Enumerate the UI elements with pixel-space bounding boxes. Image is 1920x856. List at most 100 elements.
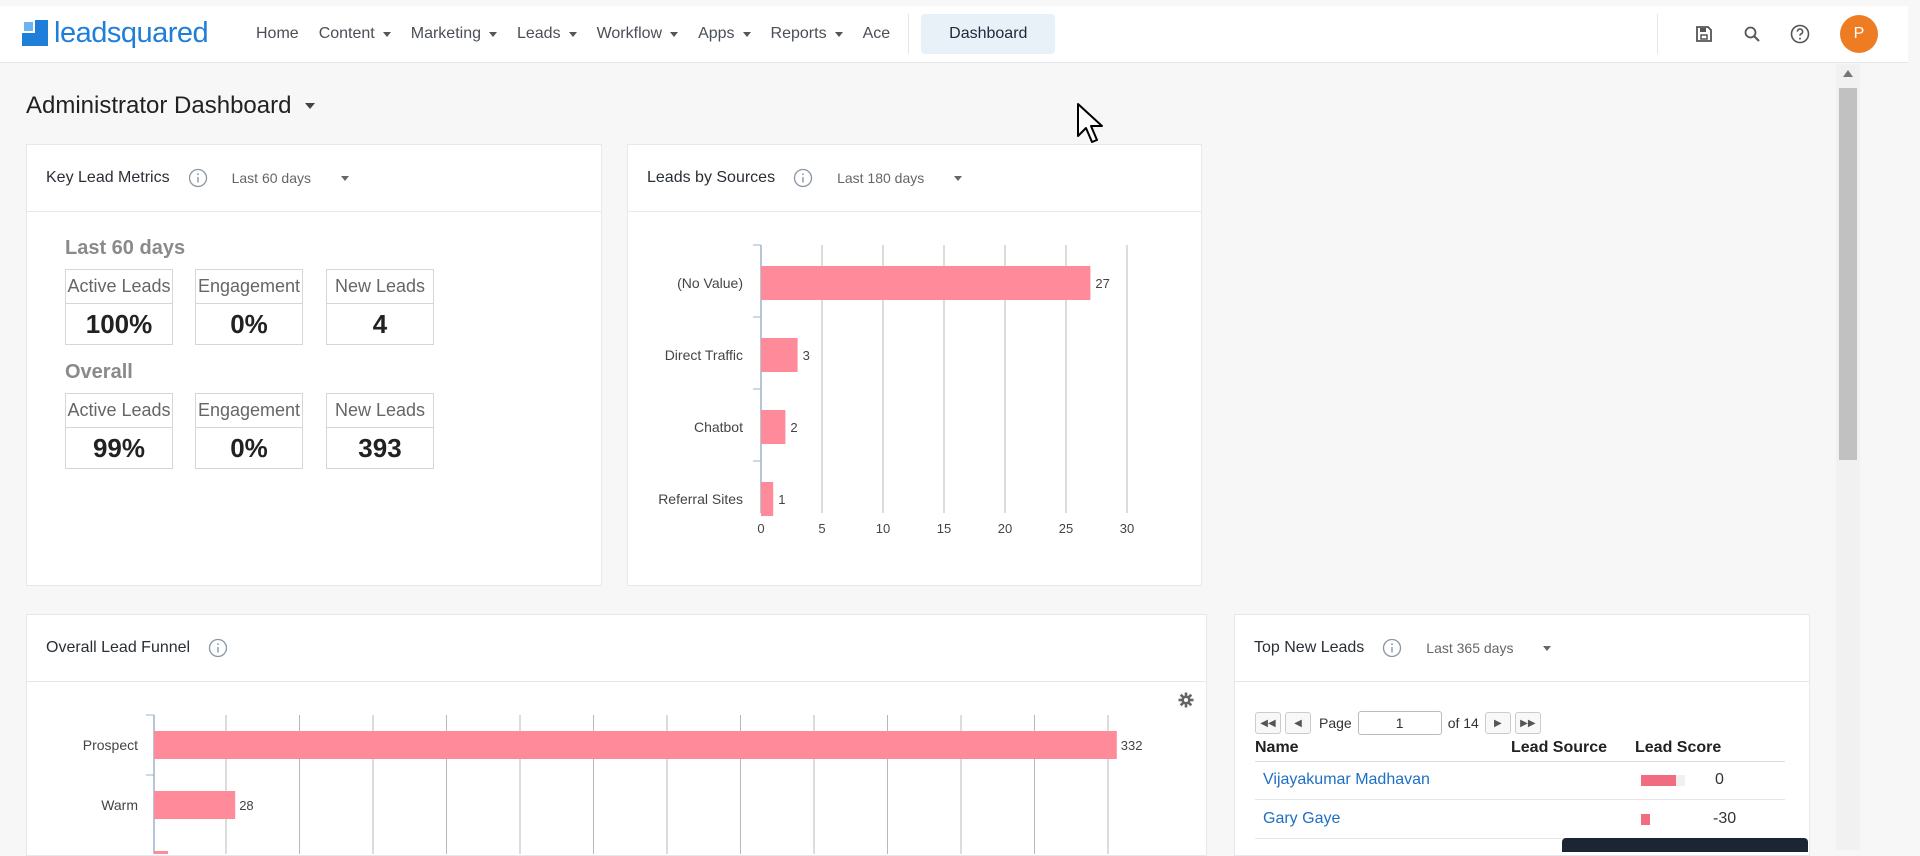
caret-down-icon (834, 31, 843, 37)
lead-name-link[interactable]: Gary Gaye (1263, 810, 1341, 827)
nav-home-label: Home (256, 25, 299, 42)
metric-section-heading: Overall (65, 361, 133, 383)
data-label: 27 (1095, 276, 1109, 291)
bar (761, 266, 1091, 300)
nav-leads[interactable]: Leads (517, 25, 577, 43)
search-icon[interactable] (1742, 24, 1762, 44)
bar (761, 482, 774, 516)
column-header-lead-score[interactable]: Lead Score (1635, 739, 1722, 756)
data-label: 332 (1121, 738, 1143, 753)
card-title: Key Lead Metrics (46, 169, 170, 186)
metric-value: 393 (358, 433, 402, 463)
metric-label: New Leads (327, 270, 433, 304)
nav-leads-label: Leads (516, 25, 561, 42)
lead-score-value: -30 (1713, 810, 1737, 827)
info-icon[interactable] (188, 168, 208, 188)
prev-page-button[interactable]: ◀ (1285, 712, 1311, 734)
table-row: Vijayakumar Madhavan 0 (1255, 761, 1785, 800)
x-tick-label: 30 (1120, 521, 1134, 536)
date-range-dropdown[interactable]: Last 365 days (1426, 640, 1552, 656)
date-range-dropdown[interactable]: Last 60 days (232, 170, 349, 186)
card-header: Top New Leads Last 365 days (1235, 615, 1809, 682)
date-range-dropdown[interactable]: Last 180 days (837, 170, 963, 186)
nav-ace-label: Ace (862, 25, 891, 42)
scroll-up-arrow-icon[interactable] (1843, 70, 1853, 77)
category-label: Warm (101, 797, 138, 813)
info-icon[interactable] (1382, 638, 1402, 658)
nav-content[interactable]: Content (319, 25, 391, 43)
key-lead-metrics-card: Key Lead Metrics Last 60 days Last 60 da… (26, 144, 602, 586)
header-actions: P (1657, 14, 1878, 54)
next-page-button[interactable]: ▶ (1484, 712, 1511, 734)
metric-label: Active Leads (66, 270, 172, 304)
help-icon[interactable] (1790, 24, 1810, 44)
notification-toast[interactable] (1562, 838, 1808, 852)
metric-active-leads: Active Leads 99% (65, 393, 173, 469)
nav-home[interactable]: Home (256, 25, 299, 43)
save-icon[interactable] (1694, 24, 1714, 44)
info-icon[interactable] (793, 168, 813, 188)
lead-score-value: 0 (1715, 771, 1724, 788)
metric-value: 99% (92, 433, 146, 463)
category-label: Referral Sites (658, 491, 743, 507)
nav-apps[interactable]: Apps (698, 25, 751, 43)
column-header-name[interactable]: Name (1255, 739, 1299, 756)
pager: ◀◀ ◀ Page 1 of 14 ▶ ▶▶ (1255, 711, 1545, 735)
x-tick-label: 15 (937, 521, 951, 536)
caret-down-icon (382, 31, 391, 37)
category-label: Direct Traffic (665, 347, 743, 363)
leads-by-sources-card: Leads by Sources Last 180 days 0 5 10 15 20 2… (627, 144, 1202, 586)
card-header: Overall Lead Funnel (27, 615, 1206, 682)
date-range-label: Last 365 days (1426, 640, 1514, 656)
nav-ace[interactable]: Ace (863, 25, 891, 43)
caret-down-icon (1543, 645, 1552, 651)
page-number-input[interactable]: 1 (1357, 711, 1442, 735)
first-page-button[interactable]: ◀◀ (1255, 712, 1281, 734)
brand-name: leadsquared (54, 17, 209, 49)
user-avatar[interactable]: P (1840, 15, 1878, 53)
x-tick-label: 5 (818, 521, 825, 536)
category-label: (No Value) (677, 275, 743, 291)
card-header: Key Lead Metrics Last 60 days (27, 145, 601, 212)
page-scrollbar[interactable] (1836, 64, 1860, 850)
category-label: Chatbot (694, 419, 743, 435)
nav-dashboard[interactable]: Dashboard (921, 14, 1056, 54)
brand-logo[interactable]: leadsquared (22, 17, 209, 49)
caret-down-icon (305, 103, 316, 109)
data-label: 28 (239, 798, 253, 813)
lead-funnel-chart: 332 Prospect 28 Warm (83, 714, 1143, 854)
nav-workflow[interactable]: Workflow (597, 25, 679, 43)
bar (761, 338, 798, 372)
nav-marketing[interactable]: Marketing (411, 25, 497, 43)
metric-engagement: Engagement 0% (195, 269, 303, 345)
info-icon[interactable] (208, 638, 228, 658)
metric-label: Engagement (196, 394, 302, 428)
date-range-label: Last 60 days (231, 170, 311, 186)
metric-value: 0% (230, 433, 268, 463)
page-count-label: of 14 (1447, 715, 1479, 731)
date-range-label: Last 180 days (837, 170, 925, 186)
caret-down-icon (341, 175, 349, 181)
bar-partial (154, 851, 168, 854)
data-label: 1 (778, 492, 785, 507)
lead-name-link[interactable]: Vijayakumar Madhavan (1263, 771, 1430, 788)
category-label: Prospect (83, 737, 138, 753)
data-label: 3 (803, 348, 810, 363)
last-page-button[interactable]: ▶▶ (1514, 712, 1541, 734)
card-title: Top New Leads (1254, 639, 1365, 656)
metric-label: Active Leads (66, 394, 172, 428)
logo-mark-icon (22, 20, 48, 46)
nav-content-label: Content (318, 25, 375, 42)
column-header-lead-source[interactable]: Lead Source (1511, 739, 1608, 756)
page-title[interactable]: Administrator Dashboard (26, 92, 316, 120)
nav-reports[interactable]: Reports (771, 25, 843, 43)
main-nav: Home Content Marketing Leads Workflow Ap… (246, 6, 1056, 62)
nav-workflow-label: Workflow (596, 25, 663, 42)
bar (154, 731, 1117, 759)
x-tick-label: 0 (757, 521, 764, 536)
scroll-thumb[interactable] (1839, 88, 1857, 460)
table-row: Gary Gaye -30 (1255, 800, 1785, 839)
gear-icon[interactable] (1177, 691, 1195, 709)
card-header: Leads by Sources Last 180 days (628, 145, 1201, 212)
metric-active-leads: Active Leads 100% (65, 269, 173, 345)
